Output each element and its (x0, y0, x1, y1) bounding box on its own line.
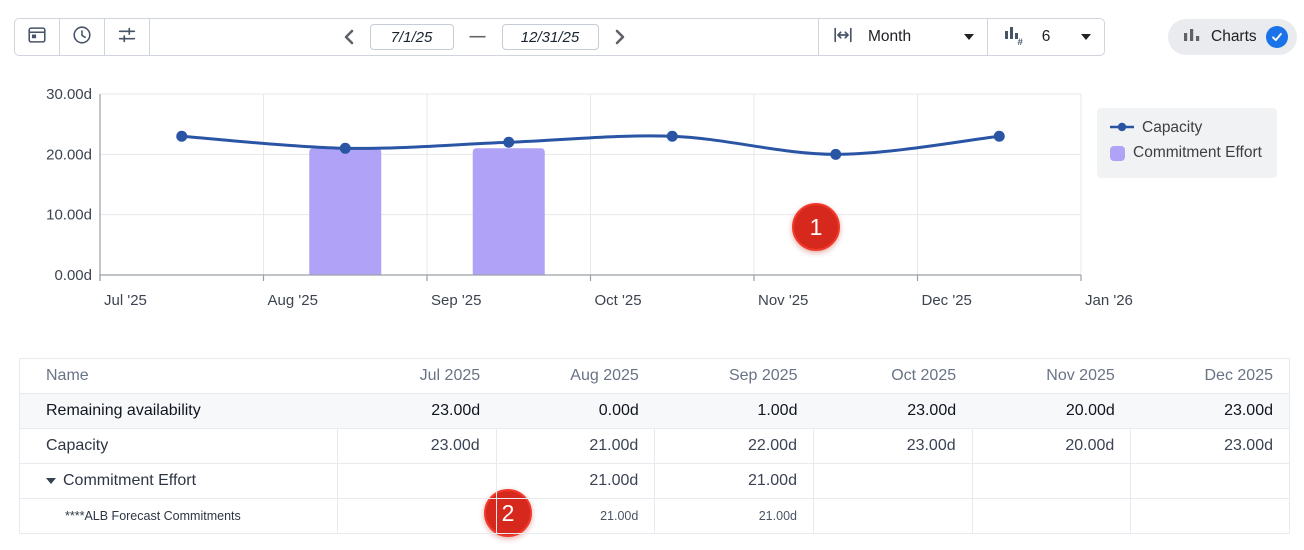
svg-text:Nov '25: Nov '25 (758, 292, 808, 309)
cell-value (1130, 498, 1290, 534)
svg-text:Dec '25: Dec '25 (922, 292, 972, 309)
previous-period-button[interactable] (338, 24, 360, 50)
cell-value (971, 498, 1131, 534)
cell-value (971, 463, 1131, 499)
legend-label: Capacity (1142, 119, 1203, 136)
svg-text:0.00d: 0.00d (54, 267, 92, 284)
bar-count-value: 6 (1041, 28, 1051, 45)
date-range-picker: — (150, 19, 818, 55)
chart-legend: Capacity Commitment Effort (1097, 108, 1277, 178)
annotation-badge-1[interactable]: 1 (792, 203, 840, 251)
sliders-icon (116, 24, 138, 51)
cell-value: 20.00d (971, 428, 1131, 464)
cell-value: 0.00d (496, 393, 655, 429)
end-date-input[interactable] (501, 24, 599, 50)
column-header-month: Jul 2025 (337, 358, 497, 394)
clock-icon (71, 24, 93, 51)
cell-value: 21.00d (495, 428, 655, 464)
cell-value (812, 498, 973, 534)
time-view-button[interactable] (60, 19, 105, 55)
column-header-month: Aug 2025 (496, 358, 655, 394)
cell-value (337, 498, 497, 534)
column-header-name: Name (19, 358, 338, 394)
table-row-remaining-availability: Remaining availability 23.00d 0.00d 1.00… (19, 393, 1290, 429)
bar-marker-icon (1110, 145, 1125, 161)
capacity-chart: 30.00d 20.00d 10.00d 0.00d Jul '25 Aug '25 Sep… (0, 86, 1304, 318)
chart-canvas: 30.00d 20.00d 10.00d 0.00d Jul '25 Aug '25 Sep… (46, 86, 1133, 309)
cell-value: 23.00d (812, 428, 973, 464)
interval-width-icon (832, 25, 854, 50)
column-header-month: Sep 2025 (654, 358, 814, 394)
svg-text:20.00d: 20.00d (46, 146, 92, 163)
svg-text:Jan '26: Jan '26 (1085, 292, 1133, 309)
table-header-row: Name Jul 2025 Aug 2025 Sep 2025 Oct 2025… (19, 358, 1290, 394)
cell-value: 23.00d (1130, 393, 1290, 429)
cell-value: 21.00d (495, 498, 655, 534)
cell-value: 23.00d (813, 393, 973, 429)
column-header-month: Dec 2025 (1130, 358, 1290, 394)
start-date-input[interactable] (369, 24, 454, 50)
collapse-row-icon[interactable] (46, 478, 56, 484)
cell-value: 21.00d (654, 498, 814, 534)
charts-toggle-label: Charts (1211, 28, 1257, 45)
svg-text:#: # (1018, 37, 1024, 46)
granularity-select[interactable]: Month (818, 19, 987, 55)
calendar-icon (26, 24, 48, 51)
calendar-view-button[interactable] (15, 19, 60, 55)
cell-value: 1.00d (654, 393, 814, 429)
settings-button[interactable] (105, 19, 150, 55)
charts-toggle[interactable]: Charts (1168, 19, 1297, 55)
svg-text:30.00d: 30.00d (46, 88, 92, 103)
cell-value: 21.00d (654, 463, 814, 499)
line-marker-icon (1110, 119, 1134, 137)
bar-chart-icon (1182, 26, 1202, 49)
bar-count-select[interactable]: # 6 (987, 19, 1104, 55)
capacity-table: Name Jul 2025 Aug 2025 Sep 2025 Oct 2025… (19, 358, 1290, 534)
table-row-commitment-effort: Commitment Effort 21.00d 21.00d (19, 463, 1290, 499)
bar-count-icon: # (1001, 24, 1025, 51)
row-label: ****ALB Forecast Commitments (19, 498, 338, 534)
legend-item-capacity[interactable]: Capacity (1110, 119, 1265, 137)
cell-value: 23.00d (1130, 428, 1290, 464)
svg-text:10.00d: 10.00d (46, 207, 92, 224)
column-header-month: Nov 2025 (972, 358, 1131, 394)
svg-text:Aug '25: Aug '25 (268, 292, 318, 309)
svg-text:Sep '25: Sep '25 (431, 292, 481, 309)
chevron-down-icon (964, 34, 974, 40)
legend-item-commitment-effort[interactable]: Commitment Effort (1110, 144, 1265, 162)
chevron-down-icon (1081, 34, 1091, 40)
table-row-capacity: Capacity 23.00d 21.00d 22.00d 23.00d 20.… (19, 428, 1290, 464)
cell-value: 23.00d (337, 393, 497, 429)
cell-value (337, 463, 497, 499)
checked-icon (1265, 26, 1288, 48)
cell-value: 20.00d (972, 393, 1131, 429)
svg-text:Oct '25: Oct '25 (595, 292, 642, 309)
toolbar: — Month # 6 (14, 18, 1105, 56)
next-period-button[interactable] (609, 24, 631, 50)
row-label-text: Commitment Effort (63, 472, 197, 489)
granularity-value: Month (868, 28, 912, 45)
table-row-alb-forecast-commitments: ****ALB Forecast Commitments 21.00d 21.0… (19, 498, 1290, 534)
row-label[interactable]: Commitment Effort (19, 463, 338, 499)
row-label: Remaining availability (19, 393, 338, 429)
cell-value: 21.00d (495, 463, 655, 499)
cell-value: 23.00d (337, 428, 497, 464)
cell-value (1130, 463, 1290, 499)
date-range-separator: — (469, 28, 486, 45)
legend-label: Commitment Effort (1133, 144, 1262, 161)
cell-value: 22.00d (654, 428, 814, 464)
column-header-month: Oct 2025 (813, 358, 973, 394)
row-label: Capacity (19, 428, 338, 464)
svg-text:Jul '25: Jul '25 (104, 292, 147, 309)
cell-value (812, 463, 973, 499)
